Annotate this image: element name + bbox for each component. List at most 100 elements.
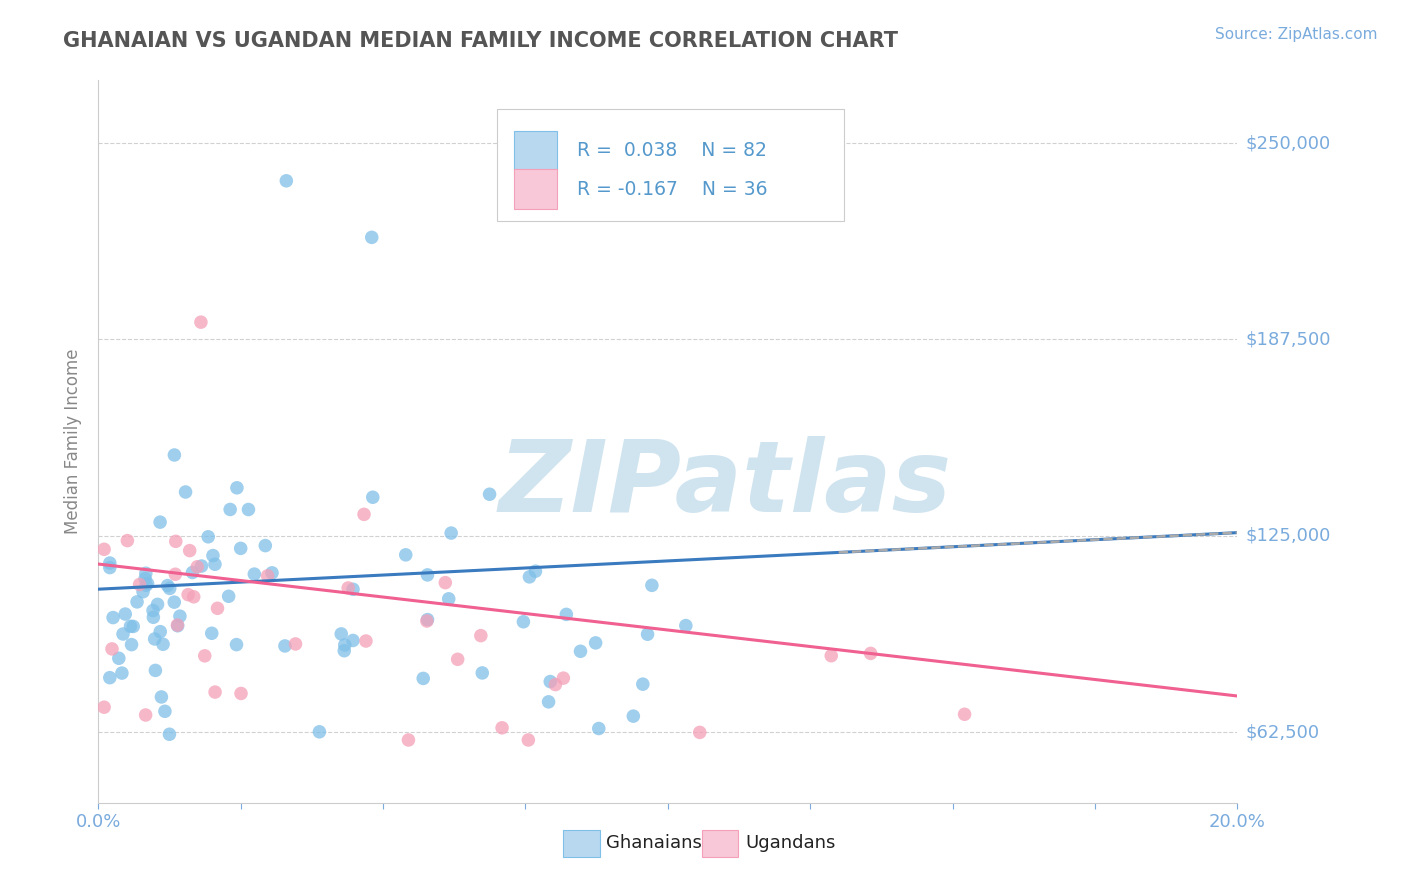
FancyBboxPatch shape [702,830,738,857]
Point [524,564,547,578]
Point [146,598,169,612]
Point [412,672,434,686]
Point [342,633,364,648]
Point [190,315,212,329]
Point [194,648,217,663]
Point [122,619,145,633]
Point [675,618,697,632]
Point [186,559,208,574]
Point [163,595,186,609]
Point [181,566,204,580]
Point [201,626,224,640]
Point [159,727,181,741]
Point [93,700,115,714]
Point [136,576,159,591]
Point [153,704,176,718]
FancyBboxPatch shape [562,830,599,857]
Point [353,508,375,522]
Point [256,569,278,583]
Point [360,230,382,244]
Point [641,578,664,592]
Point [447,652,470,666]
Point [142,610,165,624]
Point [471,665,494,680]
Point [538,674,561,689]
Text: R =  0.038    N = 82: R = 0.038 N = 82 [576,141,766,161]
Point [225,638,247,652]
Point [204,558,226,572]
Point [631,677,654,691]
Point [354,634,377,648]
Point [342,582,364,597]
Point [585,636,607,650]
Point [98,560,121,574]
Point [111,627,134,641]
Point [395,548,418,562]
Point [437,591,460,606]
Point [416,568,439,582]
Point [101,641,124,656]
Point [243,567,266,582]
Point [163,448,186,462]
Point [149,624,172,639]
Point [330,627,353,641]
Point [145,664,167,678]
Point [637,627,659,641]
Text: Ghanaians: Ghanaians [606,834,702,852]
Text: $125,000: $125,000 [1246,527,1331,545]
Point [179,543,201,558]
Text: Ugandans: Ugandans [745,834,835,852]
Point [588,722,610,736]
Point [229,541,252,556]
Point [166,619,188,633]
Point [98,671,121,685]
Point [238,502,260,516]
Point [284,637,307,651]
Text: $250,000: $250,000 [1246,134,1331,153]
Point [512,615,534,629]
Point [226,481,249,495]
Point [174,485,197,500]
Point [416,614,439,628]
Point [519,570,541,584]
Text: Source: ZipAtlas.com: Source: ZipAtlas.com [1215,27,1378,42]
Point [308,724,330,739]
Point [183,590,205,604]
Point [440,526,463,541]
Point [491,721,513,735]
Point [333,638,356,652]
Text: R = -0.167    N = 36: R = -0.167 N = 36 [576,179,768,199]
Point [149,515,172,529]
Text: GHANAIAN VS UGANDAN MEDIAN FAMILY INCOME CORRELATION CHART: GHANAIAN VS UGANDAN MEDIAN FAMILY INCOME… [63,31,898,51]
Point [553,671,575,685]
Point [159,582,181,596]
Point [98,556,121,570]
Point [416,613,439,627]
Point [111,666,134,681]
Point [120,619,142,633]
Point [260,566,283,580]
Point [201,549,224,563]
Point [207,601,229,615]
Point [121,638,143,652]
Point [219,502,242,516]
Point [274,639,297,653]
Point [254,539,277,553]
Point [143,632,166,646]
Point [398,733,420,747]
Point [190,559,212,574]
Point [177,588,200,602]
Point [135,578,157,592]
Point [134,572,156,586]
Point [165,567,187,582]
Point [166,618,188,632]
Point [276,174,298,188]
Point [689,725,711,739]
Point [204,685,226,699]
FancyBboxPatch shape [515,131,557,170]
Point [156,578,179,592]
Point [229,686,252,700]
Point [544,677,567,691]
Point [953,707,976,722]
Text: ZIPatlas: ZIPatlas [498,436,952,533]
